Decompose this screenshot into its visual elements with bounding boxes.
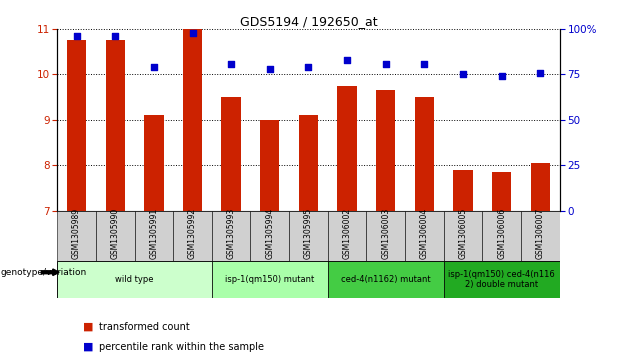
Bar <box>453 170 473 211</box>
Point <box>419 61 429 66</box>
Text: isp-1(qm150) ced-4(n116
2) double mutant: isp-1(qm150) ced-4(n116 2) double mutant <box>448 270 555 289</box>
Point <box>381 61 391 66</box>
Bar <box>405 211 444 261</box>
Bar <box>444 211 482 261</box>
Text: percentile rank within the sample: percentile rank within the sample <box>99 342 263 352</box>
Bar <box>173 211 212 261</box>
Text: GSM1306003: GSM1306003 <box>381 208 391 259</box>
Bar <box>444 261 560 298</box>
Text: GSM1305989: GSM1305989 <box>72 208 81 259</box>
Bar <box>289 211 328 261</box>
Bar <box>135 211 173 261</box>
Bar <box>144 115 163 211</box>
Bar <box>212 261 328 298</box>
Text: GSM1306004: GSM1306004 <box>420 208 429 259</box>
Title: GDS5194 / 192650_at: GDS5194 / 192650_at <box>240 15 377 28</box>
Point <box>226 61 236 66</box>
Point <box>188 30 198 36</box>
Point <box>110 33 120 39</box>
Bar <box>106 40 125 211</box>
Text: GSM1305993: GSM1305993 <box>226 208 236 259</box>
Text: isp-1(qm150) mutant: isp-1(qm150) mutant <box>225 275 314 284</box>
Point <box>458 72 468 77</box>
Bar <box>212 211 251 261</box>
Bar <box>328 261 444 298</box>
Point <box>342 57 352 63</box>
Text: GSM1305994: GSM1305994 <box>265 208 274 259</box>
Point <box>265 66 275 72</box>
Bar <box>530 163 550 211</box>
Text: ■: ■ <box>83 342 93 352</box>
Bar <box>415 97 434 211</box>
Bar <box>260 120 279 211</box>
Bar <box>251 211 289 261</box>
Bar <box>376 90 396 211</box>
Bar <box>57 211 96 261</box>
Bar <box>183 29 202 211</box>
Text: wild type: wild type <box>115 275 154 284</box>
Bar <box>67 40 86 211</box>
Point <box>536 70 546 76</box>
Text: GSM1306006: GSM1306006 <box>497 208 506 259</box>
Bar <box>96 211 135 261</box>
Text: GSM1306002: GSM1306002 <box>343 208 352 259</box>
Text: GSM1305995: GSM1305995 <box>304 208 313 259</box>
Bar <box>221 97 241 211</box>
Bar <box>328 211 366 261</box>
Point <box>497 73 507 79</box>
Bar <box>299 115 318 211</box>
Point <box>149 64 159 70</box>
Bar <box>366 211 405 261</box>
Bar <box>482 211 521 261</box>
Text: ■: ■ <box>83 322 93 332</box>
Text: GSM1305990: GSM1305990 <box>111 208 120 259</box>
Text: transformed count: transformed count <box>99 322 190 332</box>
Text: GSM1305991: GSM1305991 <box>149 208 158 259</box>
Text: GSM1305992: GSM1305992 <box>188 208 197 259</box>
Text: ced-4(n1162) mutant: ced-4(n1162) mutant <box>341 275 431 284</box>
Text: GSM1306007: GSM1306007 <box>536 208 545 259</box>
Bar <box>492 172 511 211</box>
Text: GSM1306005: GSM1306005 <box>459 208 467 259</box>
Bar <box>521 211 560 261</box>
Text: genotype/variation: genotype/variation <box>1 268 87 277</box>
Point <box>303 64 314 70</box>
Bar <box>338 86 357 211</box>
Bar <box>57 261 212 298</box>
Point <box>71 33 81 39</box>
